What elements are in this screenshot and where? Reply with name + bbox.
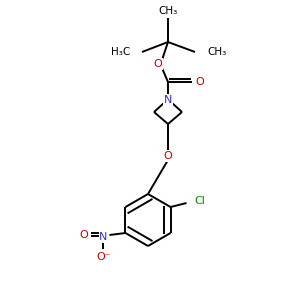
Text: H₃C: H₃C bbox=[111, 47, 130, 57]
Text: CH₃: CH₃ bbox=[207, 47, 226, 57]
Text: N: N bbox=[99, 232, 108, 242]
Text: O: O bbox=[196, 77, 204, 87]
Text: O: O bbox=[154, 59, 162, 69]
Text: O: O bbox=[164, 151, 172, 161]
Text: N: N bbox=[164, 95, 172, 105]
Text: O: O bbox=[79, 230, 88, 240]
Text: O⁻: O⁻ bbox=[96, 252, 111, 262]
Text: Cl: Cl bbox=[194, 196, 206, 206]
Text: CH₃: CH₃ bbox=[158, 6, 178, 16]
